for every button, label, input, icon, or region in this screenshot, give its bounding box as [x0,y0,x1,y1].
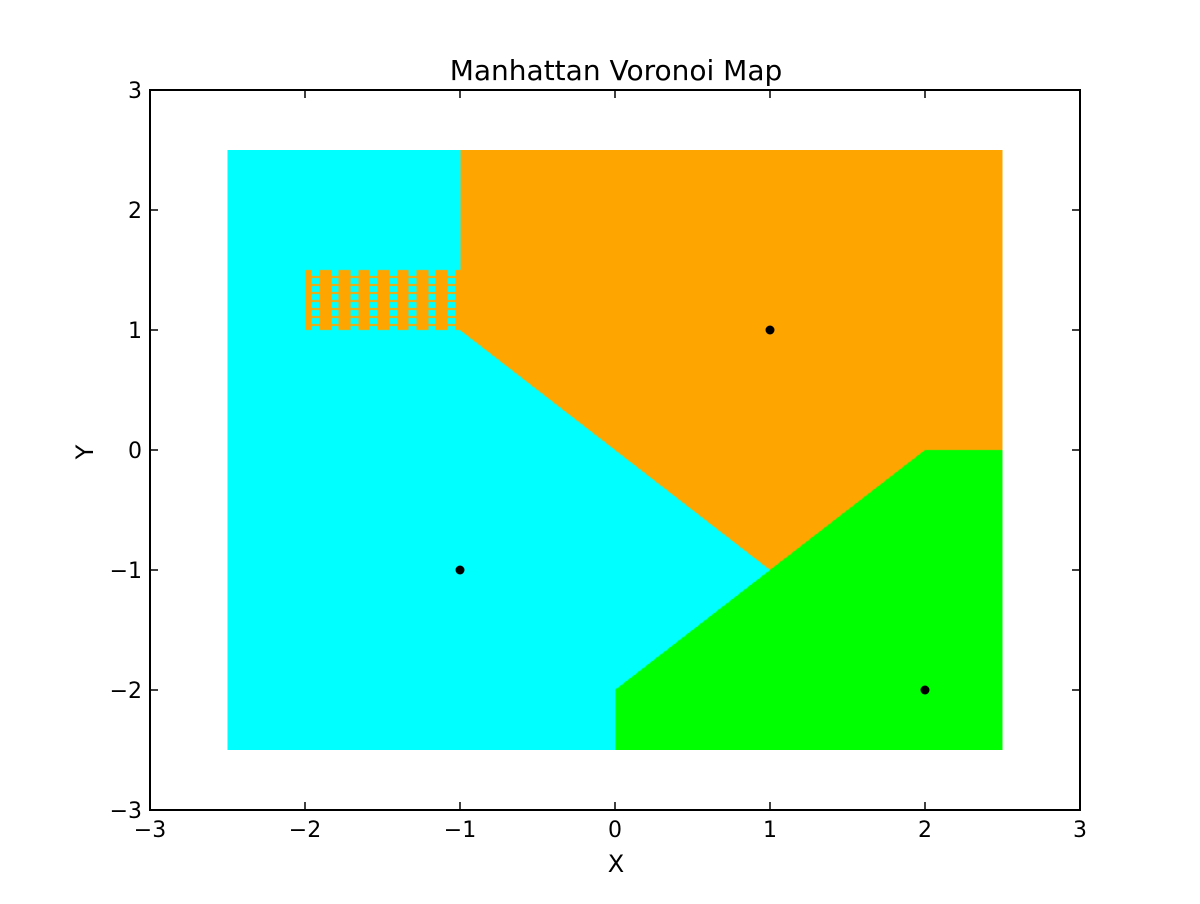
y-tick-label: 1 [128,319,142,344]
x-tick-label: −3 [134,818,166,843]
x-tick-label: −1 [444,818,476,843]
x-tick-label: 0 [608,818,622,843]
plot-area [227,150,1003,750]
x-tick-label: 2 [918,818,932,843]
voronoi-regions [227,150,1003,750]
y-tick-label: 0 [128,439,142,464]
x-tick-label: 3 [1073,818,1087,843]
chart-title: Manhattan Voronoi Map [450,54,783,87]
y-tick-label: 3 [128,79,142,104]
site-point-2 [765,325,775,335]
y-axis-label: Y [71,444,99,460]
y-tick-label: −1 [110,559,142,584]
site-point-3 [920,685,930,695]
site-point-1 [455,565,465,575]
y-tick-label: 2 [128,199,142,224]
y-tick-label: −2 [110,679,142,704]
y-tick-label: −3 [110,799,142,824]
axis-ticks: −3 −2 −1 0 1 2 3 −3 −2 −1 0 1 2 3 [110,79,1087,843]
x-tick-label: 1 [763,818,777,843]
x-axis-label: X [608,850,624,878]
x-tick-label: −2 [289,818,321,843]
